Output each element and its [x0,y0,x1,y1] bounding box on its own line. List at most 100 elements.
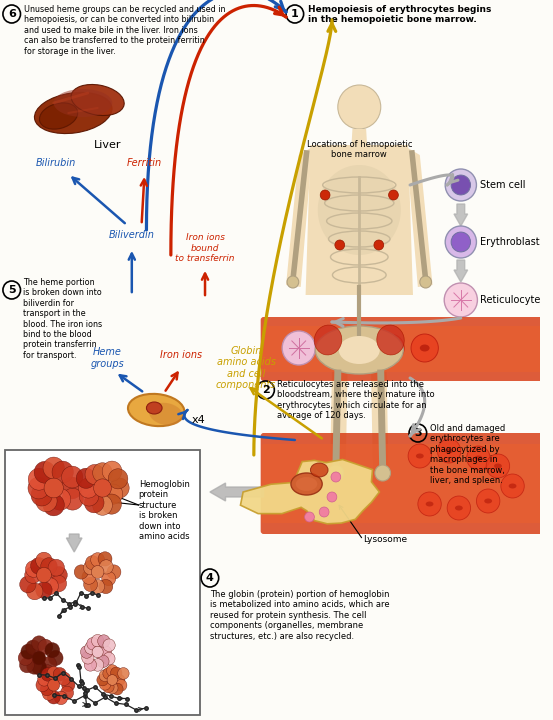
Circle shape [85,464,105,485]
Circle shape [447,496,471,520]
Circle shape [103,681,114,693]
Circle shape [44,478,64,498]
Text: 2: 2 [262,385,269,395]
Circle shape [36,552,52,569]
Circle shape [335,240,345,250]
Circle shape [486,454,510,478]
FancyArrow shape [454,260,468,282]
Circle shape [467,446,490,470]
Circle shape [79,486,99,506]
Circle shape [93,495,112,516]
Ellipse shape [147,402,162,414]
Circle shape [40,665,54,680]
Polygon shape [330,370,348,475]
Circle shape [42,577,59,595]
FancyBboxPatch shape [260,433,543,534]
Ellipse shape [494,464,502,469]
Circle shape [36,490,57,512]
Polygon shape [406,147,432,287]
Circle shape [53,667,66,681]
Text: Hemopoiesis of erythrocytes begins
in the hemopoietic bone marrow.: Hemopoiesis of erythrocytes begins in th… [307,5,491,24]
Circle shape [377,334,404,362]
Circle shape [97,674,108,686]
Circle shape [477,489,500,513]
Circle shape [87,637,99,650]
Circle shape [451,175,471,195]
Text: Erythroblast: Erythroblast [481,237,540,247]
Circle shape [102,494,122,514]
Circle shape [43,457,64,479]
Circle shape [374,240,384,250]
Circle shape [338,85,381,129]
Text: Biliverdin: Biliverdin [109,230,155,240]
Circle shape [48,559,65,576]
Circle shape [43,494,64,516]
Circle shape [48,679,60,691]
FancyBboxPatch shape [260,317,543,381]
Circle shape [50,575,66,592]
Ellipse shape [315,326,403,374]
Circle shape [42,657,56,672]
Text: Reticulocytes are released into the
bloodstream, where they mature into
erythroc: Reticulocytes are released into the bloo… [277,380,435,420]
Circle shape [102,572,116,585]
Text: The globin (protein) portion of hemoglobin
is metabolized into amino acids, whic: The globin (protein) portion of hemoglob… [210,590,389,641]
Ellipse shape [445,449,453,454]
Circle shape [31,484,53,506]
Circle shape [36,678,49,692]
Circle shape [99,670,111,682]
Circle shape [445,226,477,258]
Circle shape [21,644,35,660]
Circle shape [60,686,74,700]
Circle shape [112,683,123,695]
Circle shape [48,650,63,665]
Text: Liver: Liver [93,140,121,150]
Circle shape [61,477,82,499]
Circle shape [107,682,118,694]
Circle shape [287,276,299,288]
Circle shape [54,691,67,705]
Circle shape [97,655,109,667]
Circle shape [84,659,97,671]
Circle shape [92,647,103,657]
Circle shape [18,650,33,665]
Circle shape [451,232,471,252]
Circle shape [36,567,51,582]
Circle shape [501,474,524,498]
Circle shape [100,646,112,658]
Circle shape [107,665,118,677]
Circle shape [103,484,123,504]
Ellipse shape [385,344,395,351]
Polygon shape [286,147,312,287]
Circle shape [91,580,105,594]
Ellipse shape [310,463,328,477]
Circle shape [28,468,50,490]
Circle shape [100,678,111,690]
Ellipse shape [128,394,185,426]
Circle shape [445,169,477,201]
Circle shape [348,334,375,362]
Ellipse shape [455,505,463,510]
Ellipse shape [426,502,434,506]
Circle shape [98,552,112,566]
FancyArrow shape [454,204,468,226]
Circle shape [34,462,55,483]
Circle shape [40,683,54,696]
Circle shape [86,556,100,570]
Circle shape [118,667,129,679]
Circle shape [84,577,97,592]
Circle shape [282,331,315,365]
Text: Iron ions: Iron ions [160,350,202,360]
Circle shape [91,659,104,671]
Ellipse shape [314,325,342,355]
Circle shape [28,477,49,499]
Ellipse shape [291,473,322,495]
Circle shape [26,640,40,655]
Circle shape [32,660,46,675]
Circle shape [76,468,96,488]
FancyBboxPatch shape [262,444,542,523]
Circle shape [38,639,53,654]
Ellipse shape [484,498,492,503]
Circle shape [33,651,46,665]
Circle shape [420,276,431,288]
FancyArrow shape [320,339,359,357]
